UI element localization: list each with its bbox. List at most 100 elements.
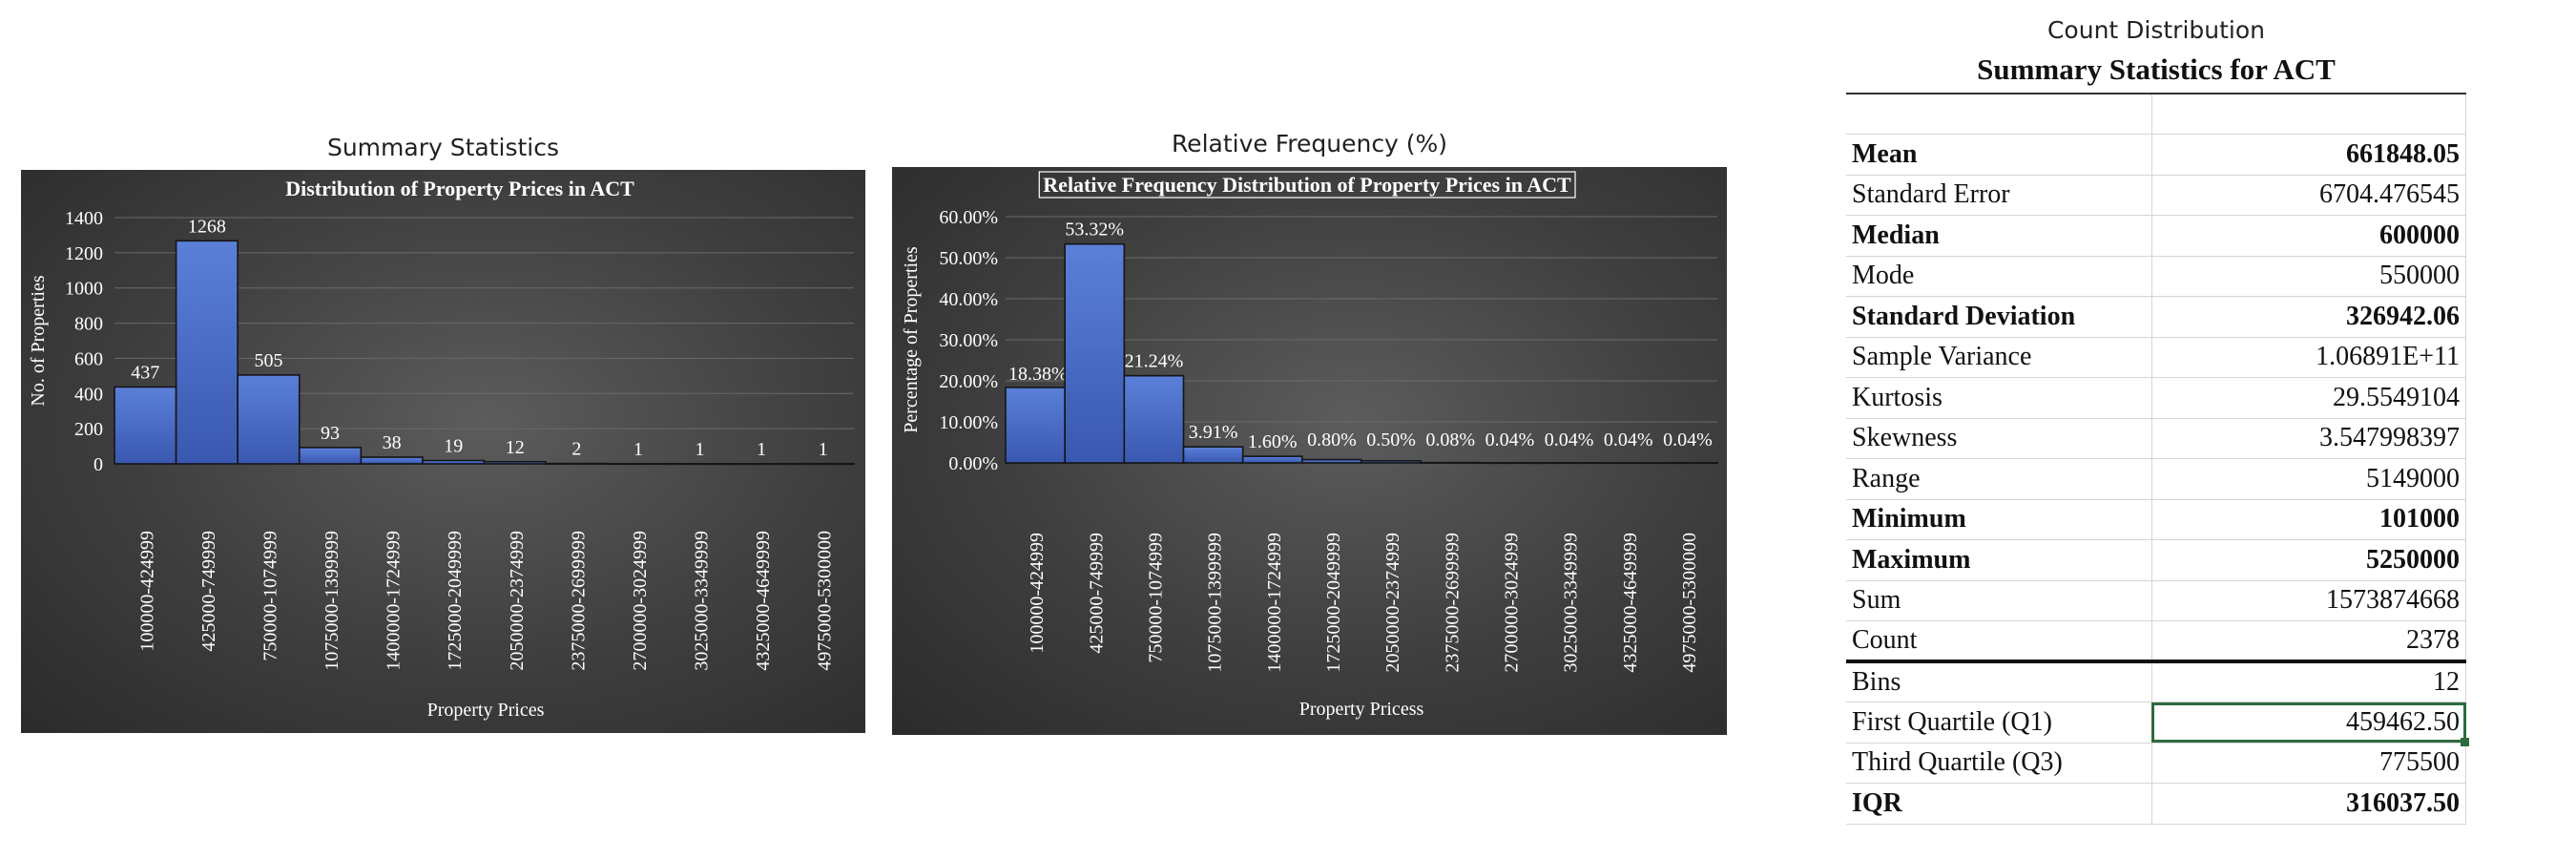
count-histogram-chart: Distribution of Property Prices in ACT 0 2… xyxy=(28,177,855,721)
bar xyxy=(1657,462,1718,465)
stats-label-cell[interactable]: Range xyxy=(1846,458,2152,500)
data-label: 0.80% xyxy=(1307,430,1357,450)
stats-value-cell[interactable]: 316037.50 xyxy=(2151,783,2466,825)
x-category-label: 1725000-2049999 xyxy=(445,531,466,671)
stats-row: Third Quartile (Q3) 775500 xyxy=(1846,743,2466,784)
summary-statistics-table: Mean 661848.05 Standard Error 6704.476545 Me… xyxy=(1846,93,2469,825)
stats-value-cell[interactable]: 5149000 xyxy=(2151,458,2466,500)
stats-label-cell[interactable]: Maximum xyxy=(1846,539,2152,581)
stats-value-cell[interactable]: 12 xyxy=(2151,660,2466,702)
stats-value-cell[interactable]: 1573874668 xyxy=(2151,580,2466,621)
x-category-label: 4325000-4649999 xyxy=(1620,533,1641,673)
stats-label-cell[interactable]: Median xyxy=(1846,215,2152,257)
relative-frequency-chart: Relative Frequency Distribution of Prope… xyxy=(901,171,1718,720)
stats-value-cell[interactable]: 29.5549104 xyxy=(2151,377,2466,419)
bar xyxy=(1361,460,1422,464)
y-tick-label: 1200 xyxy=(65,243,103,264)
cell-fill-handle[interactable] xyxy=(2461,737,2469,746)
x-category-label: 1075000-1399999 xyxy=(1205,533,1226,673)
data-label: 0.04% xyxy=(1604,430,1653,450)
stats-label-cell[interactable]: Skewness xyxy=(1846,418,2152,459)
bar xyxy=(1241,455,1303,464)
bar xyxy=(1301,458,1362,464)
stats-value-cell[interactable]: 459462.50 xyxy=(2151,702,2469,746)
stats-label-cell[interactable]: First Quartile (Q1) xyxy=(1846,702,2152,744)
bar xyxy=(483,460,547,465)
stats-row: Standard Deviation 326942.06 xyxy=(1846,296,2466,338)
data-label: 1.60% xyxy=(1248,431,1298,452)
data-label: 0.08% xyxy=(1425,430,1475,450)
stats-label-cell[interactable]: Sum xyxy=(1846,580,2152,621)
x-category-label: 1400000-1724999 xyxy=(384,531,405,671)
data-label: 0.04% xyxy=(1663,430,1713,450)
bar xyxy=(1538,462,1600,465)
stats-row: Kurtosis 29.5549104 xyxy=(1846,377,2466,419)
x-category-label: 100000-424999 xyxy=(136,531,157,652)
stats-row: Sum 1573874668 xyxy=(1846,580,2466,621)
x-category-label: 2375000-2699999 xyxy=(568,531,589,671)
data-label: 3.91% xyxy=(1189,422,1238,443)
stats-value-cell[interactable]: 1.06891E+11 xyxy=(2151,337,2466,378)
data-label: 1 xyxy=(696,439,705,460)
x-category-label: 2050000-2374999 xyxy=(1382,533,1403,673)
stats-value-cell[interactable]: 775500 xyxy=(2151,743,2466,784)
chart-title: Relative Frequency Distribution of Prope… xyxy=(1043,173,1571,197)
x-category-label: 4975000-5300000 xyxy=(815,531,836,671)
stats-label-cell[interactable]: Third Quartile (Q3) xyxy=(1846,743,2152,784)
x-category-label: 1075000-1399999 xyxy=(322,531,343,671)
bar xyxy=(791,463,855,466)
stats-value-cell[interactable]: 661848.05 xyxy=(2151,134,2466,176)
stats-label-cell[interactable]: Sample Variance xyxy=(1846,337,2152,378)
data-label: 0.04% xyxy=(1485,430,1535,450)
y-tick-label: 30.00% xyxy=(939,330,998,351)
x-category-label: 425000-749999 xyxy=(198,531,219,652)
relative-frequency-panel: Relative Frequency Distribution of Prope… xyxy=(892,167,1727,735)
y-axis-title: Percentage of Properties xyxy=(901,246,922,433)
data-label: 0.04% xyxy=(1545,430,1594,450)
data-label: 2 xyxy=(571,439,581,460)
stats-label-cell[interactable]: Bins xyxy=(1846,660,2152,702)
stats-label-cell[interactable]: Minimum xyxy=(1846,499,2152,540)
stats-label-cell[interactable]: Standard Error xyxy=(1846,175,2152,216)
stats-value-cell[interactable]: 3.547998397 xyxy=(2151,418,2466,459)
x-category-label: 2375000-2699999 xyxy=(1442,533,1463,673)
data-label: 93 xyxy=(321,423,340,444)
bar xyxy=(422,459,486,465)
stats-row: Bins 12 xyxy=(1846,660,2466,702)
stats-value-cell[interactable]: 6704.476545 xyxy=(2151,175,2466,216)
stats-label-cell[interactable]: Standard Deviation xyxy=(1846,296,2152,338)
x-axis-title: Property Pricess xyxy=(1299,699,1424,720)
stats-label-cell[interactable] xyxy=(1846,93,2152,135)
y-tick-label: 400 xyxy=(74,384,103,405)
stats-label-cell[interactable]: IQR xyxy=(1846,783,2152,825)
stats-label-cell[interactable]: Count xyxy=(1846,620,2152,662)
caption-relative-frequency: Relative Frequency (%) xyxy=(1171,130,1448,157)
data-label: 12 xyxy=(506,437,525,458)
stats-value-cell[interactable]: 326942.06 xyxy=(2151,296,2466,338)
bar xyxy=(668,463,732,466)
stats-label-cell[interactable]: Mode xyxy=(1846,256,2152,297)
stats-value-cell[interactable]: 550000 xyxy=(2151,256,2466,297)
x-category-label: 2700000-3024999 xyxy=(1501,533,1522,673)
stats-value-cell[interactable]: 101000 xyxy=(2151,499,2466,540)
x-axis-title: Property Prices xyxy=(427,700,545,721)
bar xyxy=(1479,462,1541,465)
stats-row: Median 600000 xyxy=(1846,215,2466,257)
stats-row: Maximum 5250000 xyxy=(1846,539,2466,581)
bar xyxy=(360,456,424,465)
stats-value-cell[interactable]: 2378 xyxy=(2151,620,2466,662)
chart-title-box xyxy=(1038,171,1576,199)
y-axis-title: No. of Properties xyxy=(28,275,49,406)
stats-label-cell[interactable]: Mean xyxy=(1846,134,2152,176)
stats-value-cell[interactable]: 600000 xyxy=(2151,215,2466,257)
y-tick-label: 0 xyxy=(93,454,103,475)
bar xyxy=(1064,242,1126,464)
x-category-label: 1725000-2049999 xyxy=(1323,533,1344,673)
stats-value-cell[interactable]: 5250000 xyxy=(2151,539,2466,581)
x-category-label: 3025000-3349999 xyxy=(1561,533,1582,673)
data-label: 0.50% xyxy=(1366,430,1416,450)
count-histogram-panel: Distribution of Property Prices in ACT 0 2… xyxy=(21,170,865,733)
stats-label-cell[interactable]: Kurtosis xyxy=(1846,377,2152,419)
stats-value-cell[interactable] xyxy=(2151,93,2466,135)
y-tick-label: 60.00% xyxy=(939,207,998,228)
